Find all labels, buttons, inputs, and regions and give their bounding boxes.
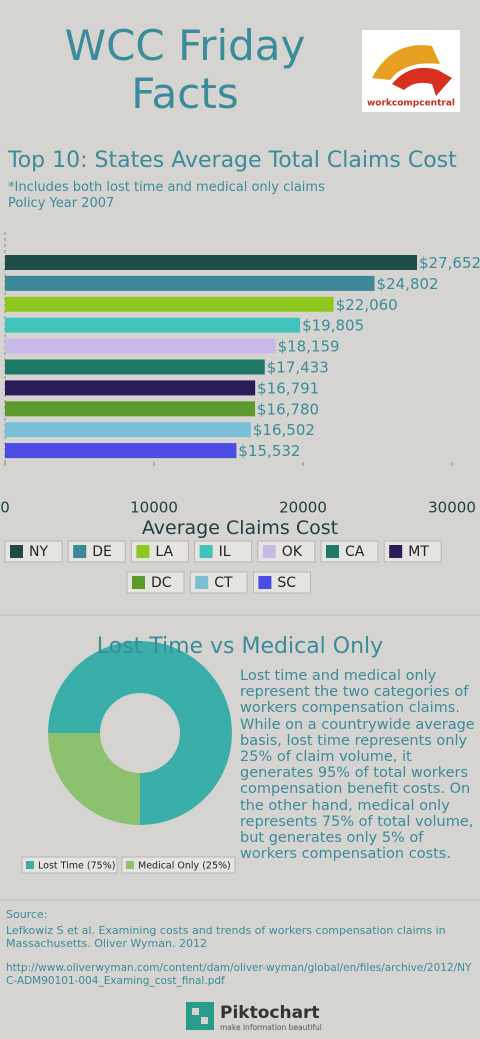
source-citation: Lefkowiz S et al. Examining costs and tr… xyxy=(6,924,446,950)
value-label: $16,780 xyxy=(257,400,319,418)
legend-label: SC xyxy=(277,575,296,591)
source-url: http://www.oliverwyman.com/content/dam/o… xyxy=(6,962,472,987)
legend-label: DE xyxy=(92,544,112,560)
legend-label: NY xyxy=(29,544,48,560)
bar-chart: 0 10000 20000 30000 $27,652 $24,802 $22,060 $19… xyxy=(0,254,480,594)
main-title: WCC Friday Facts xyxy=(64,21,306,118)
footer-tagline: make information beautiful xyxy=(220,1023,322,1032)
legend-label: Lost Time (75%) xyxy=(38,861,115,872)
legend-swatch xyxy=(326,545,339,558)
legend-swatch xyxy=(10,545,23,558)
value-label: $24,802 xyxy=(377,275,439,293)
footer-logo xyxy=(186,1002,214,1030)
legend-swatch xyxy=(258,576,272,589)
footer-icon xyxy=(201,1017,208,1024)
value-label: $16,791 xyxy=(257,379,319,397)
legend-swatch xyxy=(26,861,34,869)
legend-label: DC xyxy=(151,575,172,591)
legend-label: MT xyxy=(408,544,429,560)
footer-brand: Piktochart xyxy=(220,1003,320,1023)
legend-label: Medical Only (25%) xyxy=(138,861,231,872)
legend-label: OK xyxy=(282,544,303,560)
legend-swatch xyxy=(73,545,87,558)
x-tick-label: 10000 xyxy=(130,499,178,517)
chart-title: Top 10: States Average Total Claims Cost xyxy=(8,148,457,173)
footer-icon xyxy=(192,1008,199,1015)
legend-label: CT xyxy=(214,575,233,591)
logo-shape xyxy=(372,45,440,80)
legend-swatch xyxy=(126,861,134,869)
value-label: $17,433 xyxy=(267,359,329,377)
chart-title: Lost Time vs Medical Only xyxy=(96,634,384,659)
value-label: $16,502 xyxy=(253,421,315,439)
paragraph: Lost time and medical only represent the… xyxy=(240,668,475,863)
legend-swatch xyxy=(262,545,276,558)
legend-swatch xyxy=(199,545,213,558)
x-tick-label: 20000 xyxy=(279,499,327,517)
legend-box xyxy=(21,856,118,874)
bar xyxy=(5,317,301,333)
footer-icon xyxy=(186,1002,214,1030)
chart-subtitle: Policy Year 2007 xyxy=(8,196,115,211)
value-label: $18,159 xyxy=(278,338,340,356)
bar xyxy=(5,338,276,354)
chart-subtitle: *Includes both lost time and medical onl… xyxy=(8,180,325,195)
bar xyxy=(5,255,418,270)
x-tick-label: 0 xyxy=(0,499,10,517)
logo-shape xyxy=(392,67,452,96)
bar xyxy=(5,275,375,291)
bar xyxy=(5,359,265,375)
legend-box xyxy=(121,856,236,874)
bar xyxy=(5,422,251,438)
value-label: $15,532 xyxy=(238,442,300,460)
x-tick-label: 30000 xyxy=(428,499,476,517)
bar xyxy=(5,296,334,312)
pie-slice xyxy=(48,733,140,825)
legend-swatch xyxy=(195,576,209,589)
logo: workcompcentral xyxy=(362,30,460,112)
legend-label: LA xyxy=(155,544,173,560)
bar xyxy=(5,401,256,417)
x-axis-label: Average Claims Cost xyxy=(141,517,339,539)
pie-slice xyxy=(48,641,232,825)
legend-swatch xyxy=(132,576,145,589)
legend-label: CA xyxy=(345,544,365,560)
legend-swatch xyxy=(136,545,150,558)
legend-label: IL xyxy=(219,544,231,560)
legend-swatch xyxy=(389,545,403,558)
value-label: $22,060 xyxy=(336,296,398,314)
logo-text: workcompcentral xyxy=(367,99,455,109)
value-label: $27,652 xyxy=(419,254,480,272)
value-label: $19,805 xyxy=(302,317,364,335)
pie-chart: Lost Time (75%) Medical Only (25%) xyxy=(21,641,236,874)
source-label: Source: xyxy=(6,908,48,921)
bar xyxy=(5,380,256,396)
bar xyxy=(5,443,237,459)
